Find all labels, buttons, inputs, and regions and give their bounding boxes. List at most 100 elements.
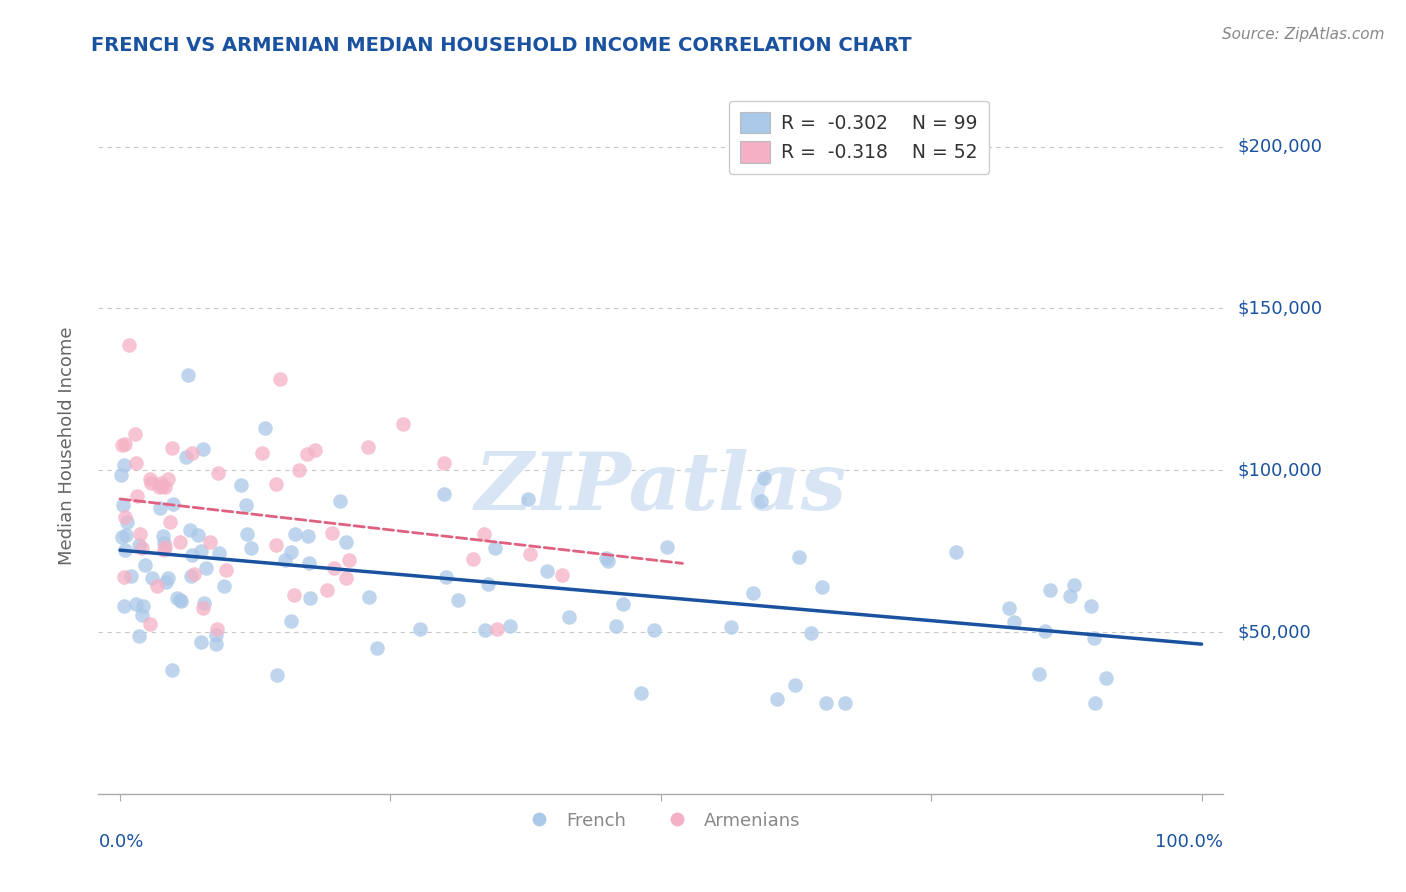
- Point: [131, 608, 153, 623]
- Point: [409, 622, 432, 636]
- Point: [1028, 666, 1050, 681]
- Point: [742, 586, 765, 600]
- Point: [252, 446, 274, 460]
- Point: [180, 446, 202, 460]
- Point: [240, 541, 263, 555]
- Point: [153, 540, 176, 554]
- Point: [112, 458, 135, 472]
- Point: [195, 561, 218, 575]
- Point: [335, 571, 357, 585]
- Point: [236, 526, 259, 541]
- Point: [134, 558, 156, 572]
- Point: [284, 527, 307, 541]
- Text: 0.0%: 0.0%: [98, 833, 143, 851]
- Point: [357, 440, 380, 454]
- Point: [1059, 589, 1081, 603]
- Point: [498, 619, 520, 633]
- Point: [815, 696, 838, 710]
- Point: [269, 372, 291, 386]
- Point: [1063, 578, 1085, 592]
- Point: [595, 550, 617, 565]
- Point: [273, 553, 295, 567]
- Point: [751, 494, 773, 508]
- Point: [114, 509, 136, 524]
- Point: [266, 667, 288, 681]
- Point: [128, 539, 150, 553]
- Point: [517, 492, 540, 507]
- Point: [128, 629, 150, 643]
- Point: [298, 591, 321, 606]
- Point: [264, 476, 287, 491]
- Point: [558, 610, 581, 624]
- Point: [159, 515, 181, 529]
- Point: [110, 468, 132, 483]
- Point: [180, 569, 202, 583]
- Point: [180, 548, 202, 562]
- Point: [536, 564, 558, 578]
- Text: $200,000: $200,000: [1237, 137, 1322, 156]
- Point: [434, 570, 457, 584]
- Point: [357, 590, 380, 604]
- Point: [214, 579, 236, 593]
- Point: [207, 466, 229, 480]
- Point: [288, 462, 311, 476]
- Legend: French, Armenians: French, Armenians: [515, 805, 807, 837]
- Point: [114, 437, 136, 451]
- Point: [337, 553, 360, 567]
- Point: [198, 534, 221, 549]
- Point: [114, 599, 136, 614]
- Point: [208, 546, 231, 560]
- Point: [463, 552, 485, 566]
- Point: [117, 516, 139, 530]
- Point: [152, 529, 174, 543]
- Y-axis label: Median Household Income: Median Household Income: [58, 326, 76, 566]
- Point: [433, 456, 456, 470]
- Point: [551, 567, 574, 582]
- Point: [766, 691, 789, 706]
- Point: [149, 476, 172, 491]
- Point: [132, 599, 155, 613]
- Point: [720, 620, 742, 634]
- Text: $50,000: $50,000: [1237, 624, 1310, 641]
- Point: [149, 501, 172, 516]
- Point: [280, 615, 302, 629]
- Point: [111, 498, 134, 512]
- Point: [111, 437, 134, 451]
- Point: [141, 475, 163, 490]
- Point: [253, 421, 276, 435]
- Point: [1084, 696, 1107, 710]
- Point: [115, 528, 138, 542]
- Text: 100.0%: 100.0%: [1156, 833, 1223, 851]
- Text: $100,000: $100,000: [1237, 461, 1322, 479]
- Point: [295, 446, 318, 460]
- Point: [215, 563, 238, 577]
- Point: [1095, 671, 1118, 685]
- Point: [366, 641, 388, 656]
- Point: [157, 472, 180, 486]
- Point: [477, 577, 499, 591]
- Point: [997, 601, 1019, 615]
- Point: [316, 582, 339, 597]
- Point: [190, 635, 212, 649]
- Point: [179, 524, 201, 538]
- Point: [322, 561, 344, 575]
- Point: [484, 541, 506, 556]
- Point: [335, 535, 357, 549]
- Point: [155, 574, 177, 589]
- Point: [1080, 599, 1102, 613]
- Point: [166, 591, 188, 605]
- Text: ZIPatlas: ZIPatlas: [475, 449, 846, 526]
- Point: [190, 544, 212, 558]
- Point: [229, 478, 252, 492]
- Point: [329, 494, 352, 508]
- Point: [1002, 615, 1025, 629]
- Point: [191, 442, 214, 456]
- Point: [124, 456, 146, 470]
- Point: [205, 622, 228, 636]
- Point: [170, 593, 193, 607]
- Point: [153, 480, 176, 494]
- Point: [1033, 624, 1056, 638]
- Point: [124, 427, 146, 442]
- Point: [146, 578, 169, 592]
- Point: [121, 569, 143, 583]
